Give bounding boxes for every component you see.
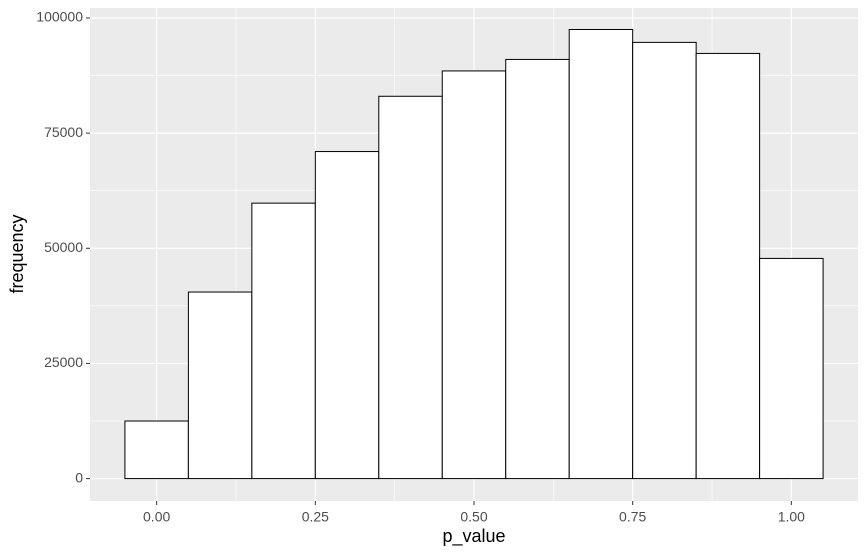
y-tick-label: 0 bbox=[75, 469, 83, 485]
x-tick-label: 0.00 bbox=[143, 509, 170, 525]
x-tick-label: 0.75 bbox=[619, 509, 646, 525]
bar bbox=[505, 58, 570, 480]
bar bbox=[314, 151, 380, 480]
x-axis-title: p_value bbox=[442, 526, 505, 547]
x-tick-label: 0.50 bbox=[460, 509, 487, 525]
bar bbox=[124, 420, 189, 480]
y-tick-label: 50000 bbox=[44, 239, 83, 255]
y-tick-label: 100000 bbox=[36, 9, 83, 25]
y-axis-title: frequency bbox=[7, 214, 27, 293]
bar bbox=[632, 41, 697, 480]
bar bbox=[695, 52, 761, 480]
bar bbox=[187, 291, 253, 480]
x-tick-label: 0.25 bbox=[302, 509, 329, 525]
y-tick-label: 75000 bbox=[44, 124, 83, 140]
y-tick-label: 25000 bbox=[44, 354, 83, 370]
bar bbox=[568, 28, 634, 480]
bar bbox=[378, 95, 443, 480]
x-tick-label: 1.00 bbox=[778, 509, 805, 525]
bar bbox=[251, 202, 316, 480]
bar bbox=[441, 70, 507, 480]
bar bbox=[759, 257, 824, 480]
